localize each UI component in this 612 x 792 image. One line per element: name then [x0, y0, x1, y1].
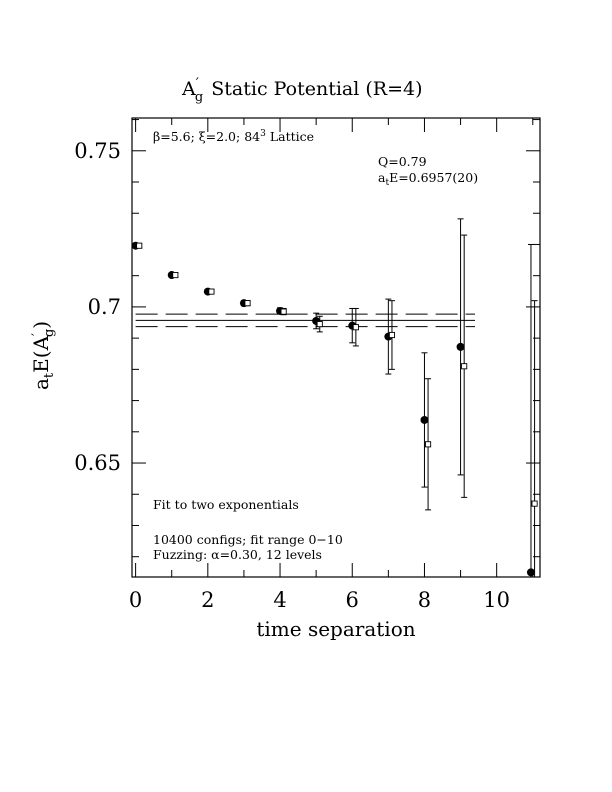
data-point-square	[136, 242, 143, 249]
data-point-square	[244, 300, 251, 307]
y-tick-label: 0.65	[74, 451, 121, 475]
data-point-square	[461, 363, 468, 370]
y-tick-label: 0.75	[74, 139, 121, 163]
data-point-square	[316, 321, 323, 328]
x-tick-label: 8	[418, 588, 431, 612]
x-tick-label: 6	[346, 588, 359, 612]
y-tick-labels: 0.65 0.7 0.75	[74, 139, 121, 475]
data-point-square	[280, 308, 287, 315]
data-points	[131, 218, 538, 577]
y-tick-label: 0.7	[88, 295, 121, 319]
axis-ticks	[132, 118, 540, 577]
data-point-square	[208, 288, 215, 295]
x-tick-label: 4	[273, 588, 286, 612]
data-point-square	[531, 500, 538, 507]
q-annotation: Q=0.79	[378, 154, 427, 169]
energy-annotation: atE=0.6957(20)	[378, 170, 478, 188]
fit-annotation: Fit to two exponentials	[153, 497, 299, 512]
y-axis-label: atE(A′g)	[29, 321, 57, 390]
x-axis-label: time separation	[256, 617, 415, 641]
x-tick-label: 2	[201, 588, 214, 612]
data-point-circle	[526, 568, 535, 577]
data-point-circle	[420, 415, 429, 424]
plot-frame	[131, 117, 541, 578]
chart-title: A′ g Static Potential (R=4)	[181, 76, 423, 105]
x-tick-label: 0	[129, 588, 142, 612]
configs-annotation: 10400 configs; fit range 0−10	[153, 532, 343, 547]
lattice-annotation: β=5.6; ξ=2.0; 843 Lattice	[153, 129, 314, 144]
data-point-square	[425, 441, 432, 448]
data-point-circle	[456, 342, 465, 351]
x-tick-labels: 0 2 4 6 8 10	[129, 588, 510, 612]
fuzzing-annotation: Fuzzing: α=0.30, 12 levels	[153, 547, 322, 562]
data-point-square	[172, 272, 179, 279]
data-point-square	[388, 331, 396, 339]
data-point-square	[352, 324, 359, 331]
x-tick-label: 10	[483, 588, 510, 612]
fit-band	[135, 313, 476, 328]
